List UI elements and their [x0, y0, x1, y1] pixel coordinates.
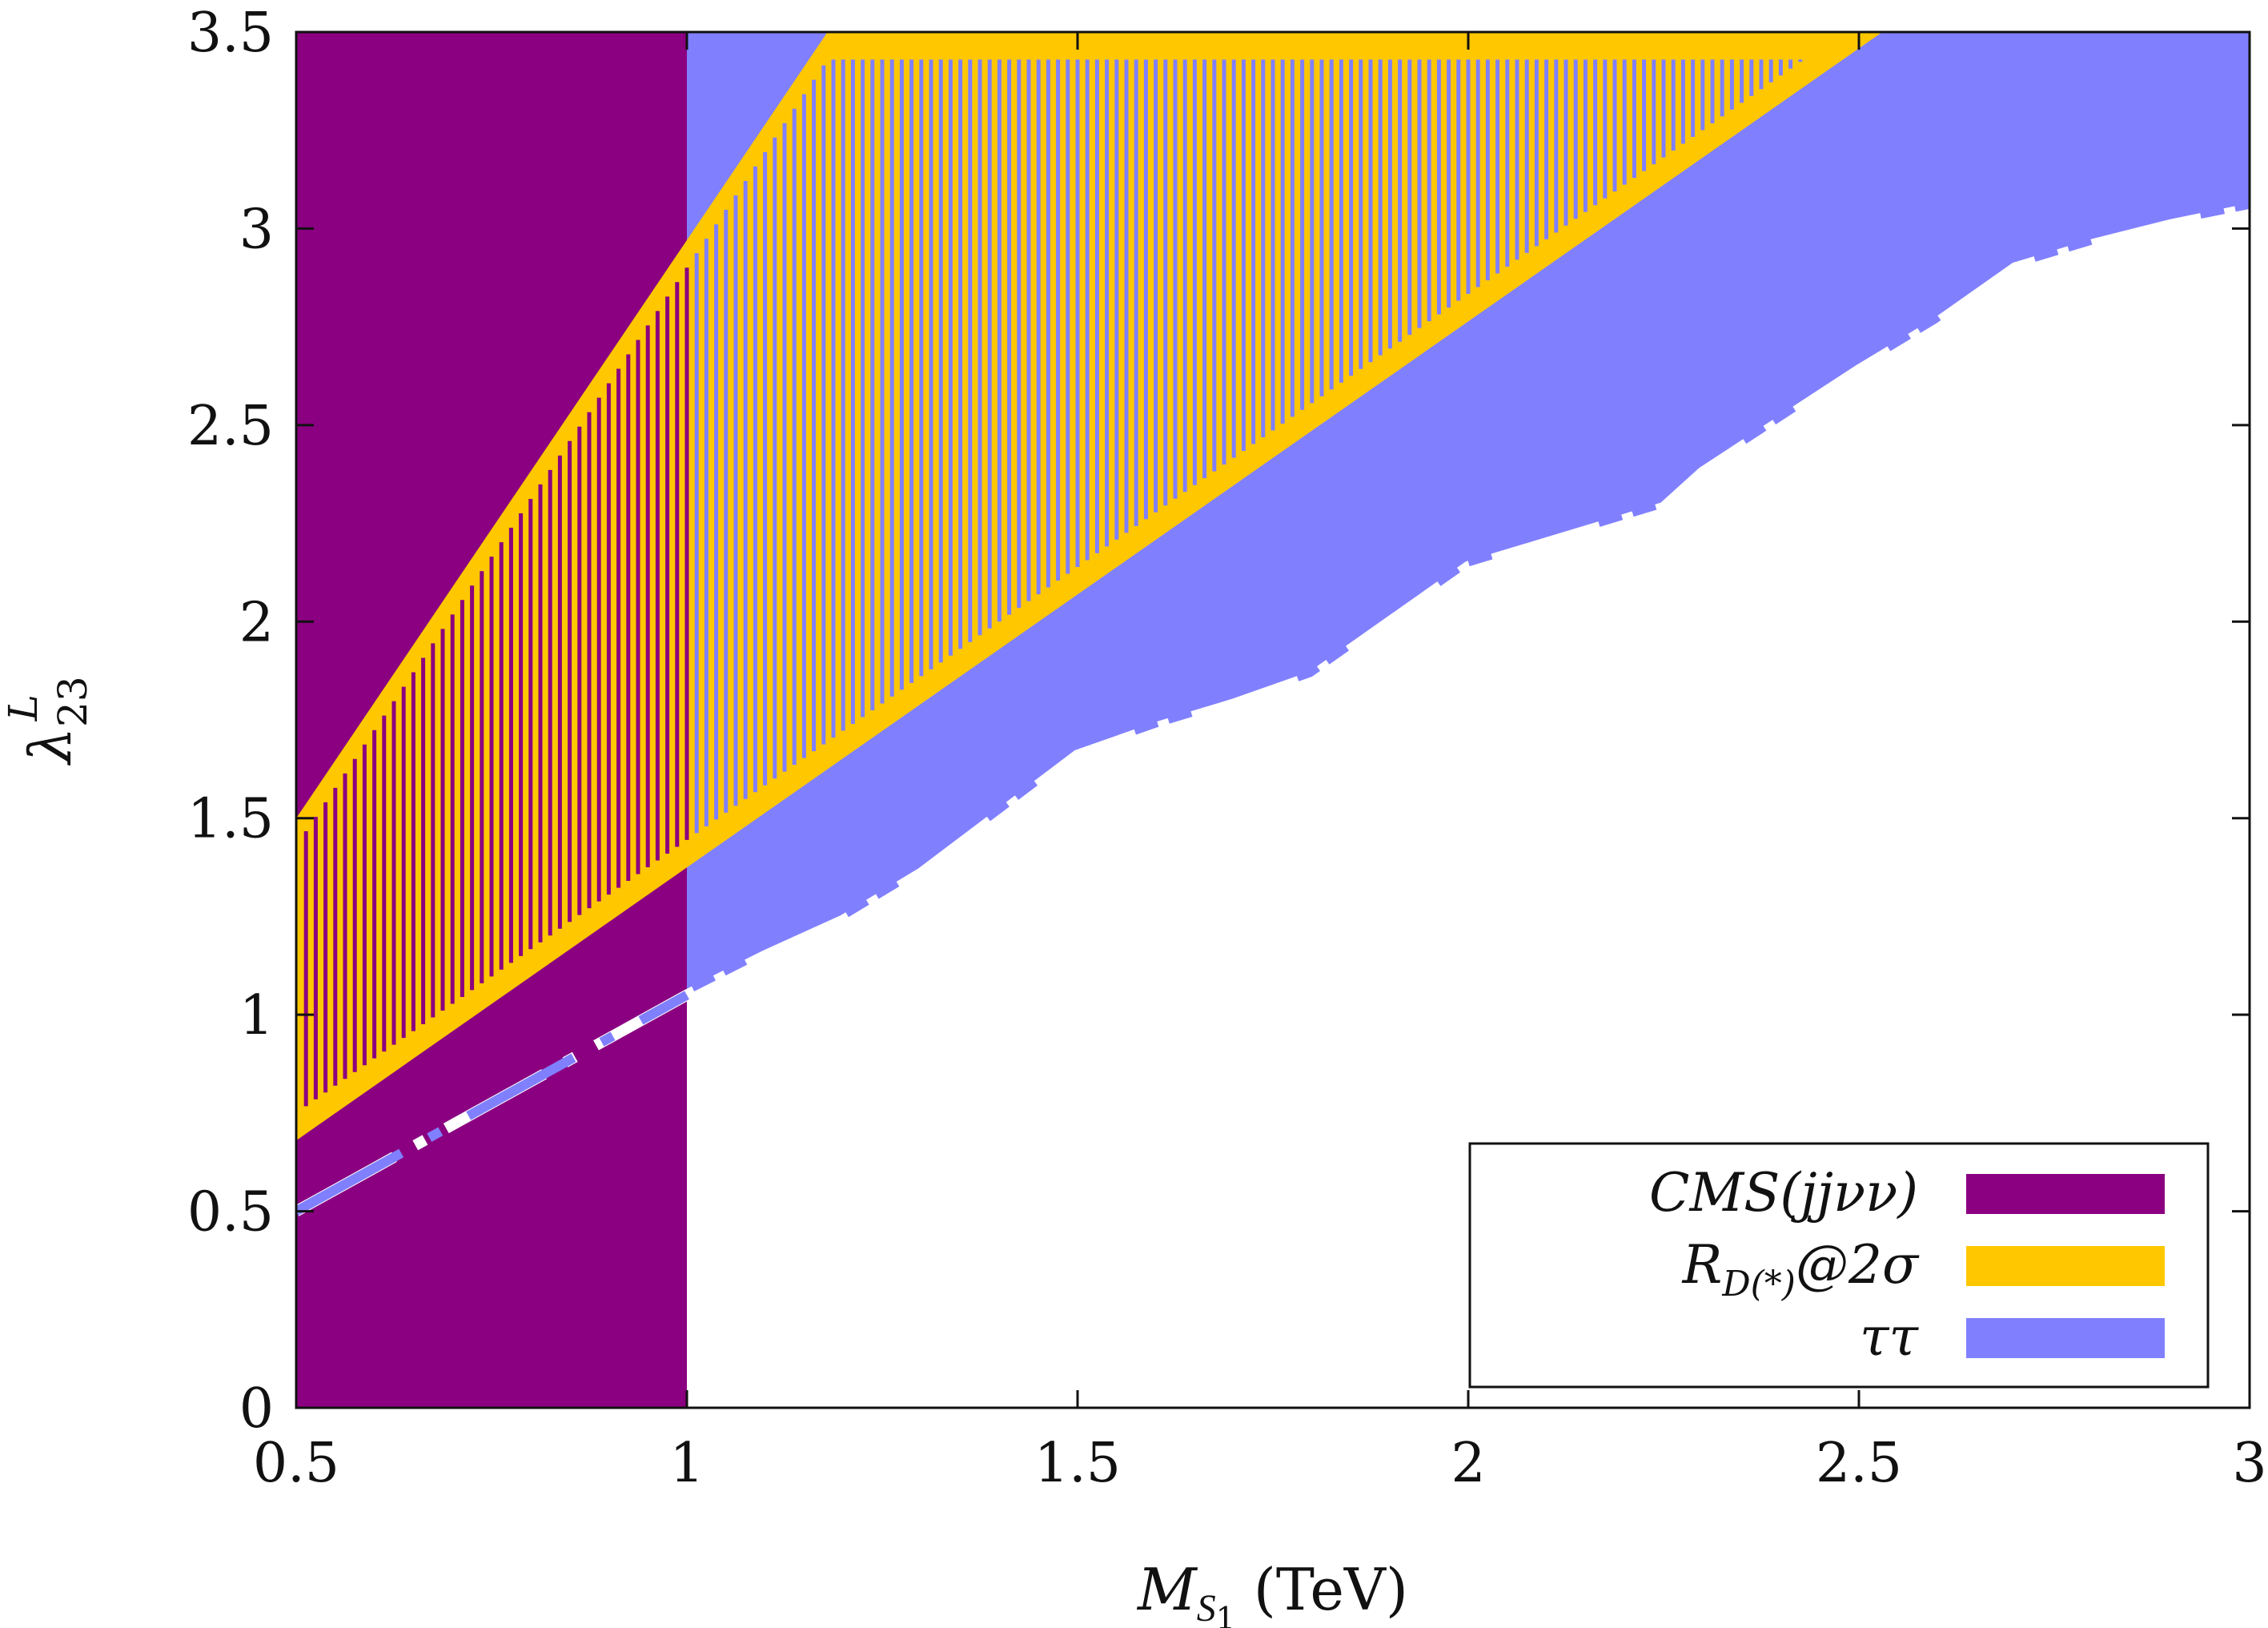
y-tick-label: 3	[239, 198, 274, 261]
legend-label-rd: RD(*)@2σ	[1682, 1234, 1920, 1304]
legend-label-rd-suffix: @2σ	[1796, 1234, 1920, 1296]
legend-swatch-rd	[1966, 1246, 2165, 1286]
y-tick-label: 2.5	[187, 395, 274, 458]
legend-label-tautau: ττ	[1860, 1306, 1920, 1368]
y-tick-label: 0.5	[187, 1181, 274, 1244]
x-tick-label: 1	[669, 1432, 704, 1495]
y-axis-label-sup: L	[0, 694, 46, 722]
y-tick-label: 1.5	[187, 788, 274, 851]
y-tick-label: 2	[239, 591, 274, 654]
x-tick-label: 2	[1451, 1432, 1485, 1495]
y-tick-label: 1	[239, 984, 274, 1047]
x-axis-label: MS1 (TeV)	[1136, 1556, 1408, 1628]
x-axis-ticks: 0.5 1 1.5 2 2.5 3	[253, 32, 2267, 1495]
y-axis-ticks: 0 0.5 1 1.5 2 2.5 3 3.5	[187, 2, 2250, 1441]
plot-area	[296, 32, 2250, 1408]
plot-frame	[295, 30, 2251, 1409]
legend-swatch-cms	[1966, 1174, 2165, 1214]
y-tick-label: 0	[239, 1377, 274, 1441]
x-tick-label: 2.5	[1816, 1432, 1902, 1495]
x-axis-label-sub: S	[1197, 1587, 1216, 1628]
x-axis-label-main: M	[1136, 1556, 1198, 1623]
x-tick-label: 1.5	[1034, 1432, 1121, 1495]
x-axis-label-subsub: 1	[1216, 1601, 1235, 1628]
region-rd	[296, 32, 1883, 1141]
y-tick-label: 3.5	[187, 2, 274, 65]
legend: CMS(jjνν) RD(*)@2σ ττ	[1468, 1142, 2210, 1389]
legend-swatch-tautau	[1966, 1318, 2165, 1358]
y-axis-label-sub: 23	[50, 676, 96, 727]
y-axis-label: λ23L	[0, 676, 96, 766]
y-axis-label-main: λ	[17, 727, 84, 766]
legend-label-rd-sub: D(*)	[1721, 1264, 1796, 1304]
legend-label-rd-main: R	[1682, 1234, 1723, 1296]
x-tick-label: 3	[2232, 1432, 2266, 1495]
tautau-boundary-extension	[296, 991, 689, 1216]
x-tick-label: 0.5	[253, 1432, 339, 1495]
rd-band	[296, 32, 1883, 1141]
legend-label-cms: CMS(jjνν)	[1649, 1162, 1918, 1224]
boundary-tautau	[296, 203, 2250, 1216]
tautau-boundary-line	[296, 203, 2250, 1216]
x-axis-label-unit: (TeV)	[1235, 1556, 1408, 1623]
